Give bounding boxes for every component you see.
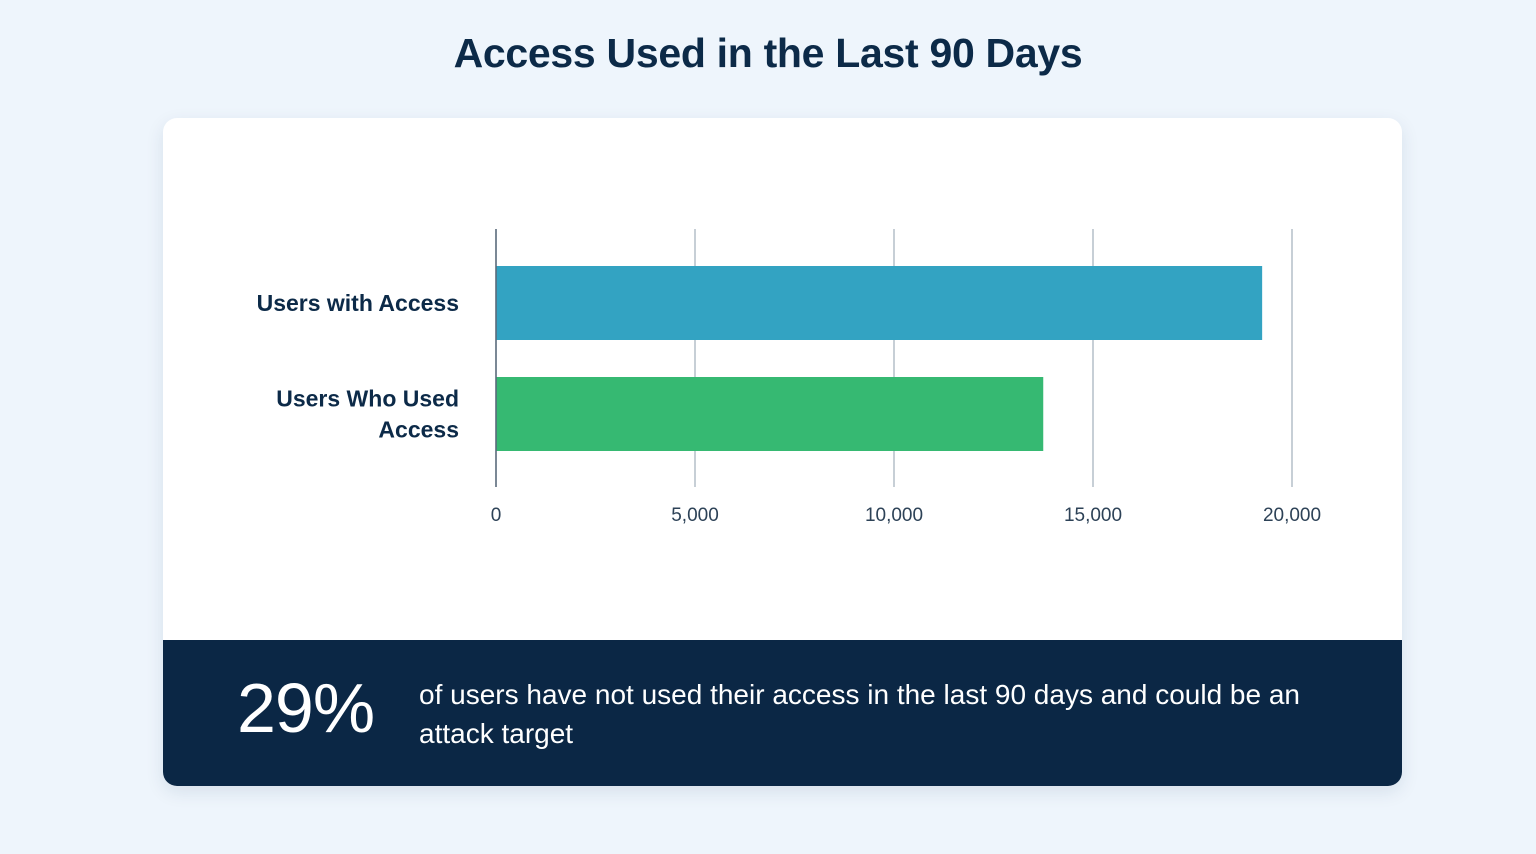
- page-title: Access Used in the Last 90 Days: [453, 30, 1083, 76]
- callout-banner: 29% of users have not used their access …: [163, 640, 1402, 786]
- stat-value: 29%: [237, 669, 375, 747]
- category-label: Users Who Used: [276, 386, 459, 412]
- x-tick-label: 10,000: [865, 505, 923, 526]
- x-tick-label: 20,000: [1263, 505, 1321, 526]
- bar-layer: [496, 266, 1263, 451]
- chart-card: 0 5,000 10,000 15,000 20,000 Users with Acce…: [163, 118, 1402, 786]
- x-tick-label: 5,000: [671, 505, 719, 526]
- category-labels: Users with Access Users Who Used Access: [257, 290, 459, 443]
- category-label: Users with Access: [257, 290, 459, 316]
- bar-2: [496, 377, 1044, 451]
- x-tick-labels: 0 5,000 10,000 15,000 20,000: [491, 505, 1321, 526]
- category-label: Access: [378, 417, 459, 443]
- bar-1: [496, 266, 1263, 340]
- x-tick-label: 0: [491, 505, 502, 526]
- stat-description: of users have not used their access in t…: [419, 679, 1301, 749]
- bar-chart: 0 5,000 10,000 15,000 20,000 Users with Acce…: [257, 229, 1321, 526]
- x-tick-label: 15,000: [1064, 505, 1122, 526]
